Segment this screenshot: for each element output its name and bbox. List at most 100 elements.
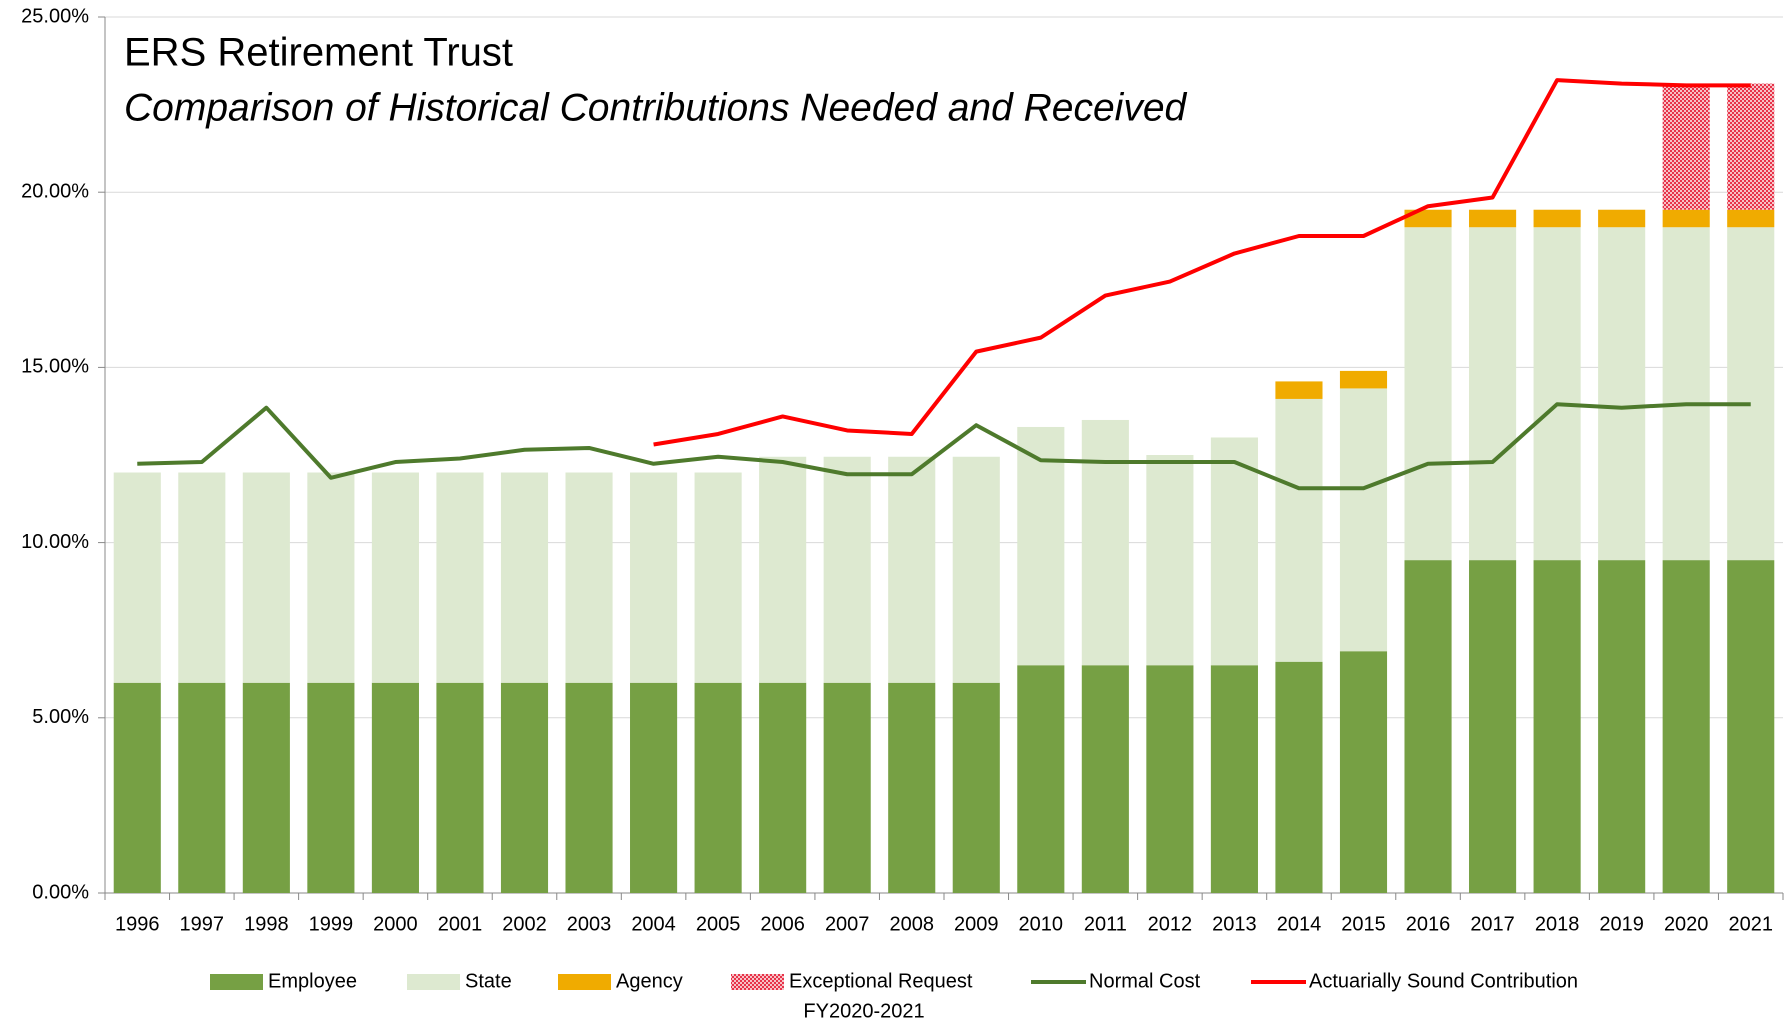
bar-segment xyxy=(1469,227,1517,561)
legend-label: Normal Cost xyxy=(1089,970,1201,992)
legend-label: Employee xyxy=(268,970,357,992)
x-tick-label: 2002 xyxy=(502,913,547,935)
line-series xyxy=(137,402,1751,491)
x-tick-label: 2017 xyxy=(1470,913,1515,935)
x-tick-label: 2009 xyxy=(954,913,999,935)
bar-segment xyxy=(952,456,1000,683)
bar-segment xyxy=(1275,398,1323,662)
x-tick-label: 2019 xyxy=(1599,913,1644,935)
x-tick-label: 2014 xyxy=(1277,913,1322,935)
bar-segment xyxy=(952,682,1000,893)
x-tick-label: 2010 xyxy=(1019,913,1064,935)
bar-segment xyxy=(694,682,742,893)
legend-swatch xyxy=(407,974,460,990)
legend-swatch xyxy=(731,974,784,990)
bar-segment xyxy=(1081,419,1129,666)
bar-segment xyxy=(1533,227,1581,561)
bar-segment xyxy=(823,682,871,893)
x-tick-label: 2001 xyxy=(438,913,483,935)
bar-segment xyxy=(242,682,290,893)
bar-segment xyxy=(1469,560,1517,893)
bar-segment xyxy=(1339,388,1388,652)
bar-segment xyxy=(1533,209,1581,228)
x-tick-label: 2018 xyxy=(1535,913,1580,935)
x-tick-label: 2003 xyxy=(567,913,612,935)
bar-segment xyxy=(307,472,355,683)
bar-segment xyxy=(630,472,678,683)
legend-swatch xyxy=(210,974,263,990)
bar-segment xyxy=(178,472,226,683)
x-tick-label: 2007 xyxy=(825,913,870,935)
bar-segment xyxy=(1017,665,1065,893)
bar-segment xyxy=(565,472,613,683)
bar-segment xyxy=(1081,665,1129,893)
bar-segment xyxy=(1662,560,1710,893)
bar-segment xyxy=(371,472,419,683)
bar-segment xyxy=(1533,560,1581,893)
bar-segment xyxy=(1727,209,1775,228)
y-tick-label: 0.00% xyxy=(32,881,89,903)
bar-segment xyxy=(1598,560,1646,893)
bar-segment xyxy=(178,682,226,893)
legend-label: State xyxy=(465,970,512,992)
bar-segment xyxy=(1727,83,1775,210)
bar-segment xyxy=(1339,370,1388,389)
x-tick-label: 1998 xyxy=(244,913,289,935)
bar-segment xyxy=(823,456,871,683)
bar-segment xyxy=(1404,227,1452,561)
bar-segment xyxy=(759,456,807,683)
bar-segment xyxy=(436,682,484,893)
bar-segment xyxy=(1404,560,1452,893)
bar-segment xyxy=(630,682,678,893)
chart-title: ERS Retirement Trust xyxy=(124,31,513,75)
bar-segment xyxy=(1662,209,1710,228)
bar-segment xyxy=(1210,665,1258,893)
bar-segment xyxy=(307,682,355,893)
bar-segment xyxy=(1210,437,1258,666)
bar-segment xyxy=(1598,209,1646,228)
bar-segment xyxy=(1275,381,1323,399)
x-tick-label: 2021 xyxy=(1728,913,1773,935)
line-series xyxy=(653,78,1751,447)
chart-subtitle: Comparison of Historical Contributions N… xyxy=(124,86,1188,129)
x-tick-label: 2004 xyxy=(631,913,676,935)
legend-label: Exceptional Request xyxy=(789,970,973,992)
y-tick-label: 25.00% xyxy=(21,5,89,27)
legend-swatch xyxy=(558,974,611,990)
x-tick-label: 2008 xyxy=(889,913,934,935)
bar-segment xyxy=(1146,455,1194,666)
bar-segment xyxy=(500,682,549,893)
bar-segment xyxy=(888,682,936,893)
bar-segment xyxy=(1275,661,1323,893)
bar-segment xyxy=(371,682,419,893)
bar-segment xyxy=(1469,209,1517,228)
bar-segment xyxy=(694,472,742,683)
bar-segment xyxy=(1404,209,1452,228)
y-tick-label: 20.00% xyxy=(21,180,89,202)
bar-segment xyxy=(436,472,484,683)
annotation: FY2020-2021 xyxy=(803,1000,924,1021)
x-tick-label: 2015 xyxy=(1341,913,1386,935)
bar-segment xyxy=(1727,560,1775,893)
bar-segment xyxy=(113,472,161,683)
x-tick-label: 2020 xyxy=(1664,913,1709,935)
x-tick-label: 1999 xyxy=(309,913,354,935)
bar-segment xyxy=(500,472,549,683)
bar-segment xyxy=(888,456,936,683)
y-tick-label: 10.00% xyxy=(21,531,89,553)
legend-label: Agency xyxy=(616,970,683,992)
x-tick-label: 1997 xyxy=(180,913,225,935)
bar-segment xyxy=(1017,426,1065,666)
bar-segment xyxy=(1727,227,1775,561)
x-tick-label: 1996 xyxy=(115,913,160,935)
x-tick-label: 2000 xyxy=(373,913,418,935)
x-tick-label: 2006 xyxy=(760,913,805,935)
bar-segment xyxy=(242,472,290,683)
x-tick-label: 2005 xyxy=(696,913,741,935)
legend-label: Actuarially Sound Contribution xyxy=(1309,970,1578,992)
bar-segment xyxy=(565,682,613,893)
y-tick-label: 15.00% xyxy=(21,356,89,378)
x-tick-label: 2012 xyxy=(1148,913,1193,935)
bar-segment xyxy=(1662,227,1710,561)
